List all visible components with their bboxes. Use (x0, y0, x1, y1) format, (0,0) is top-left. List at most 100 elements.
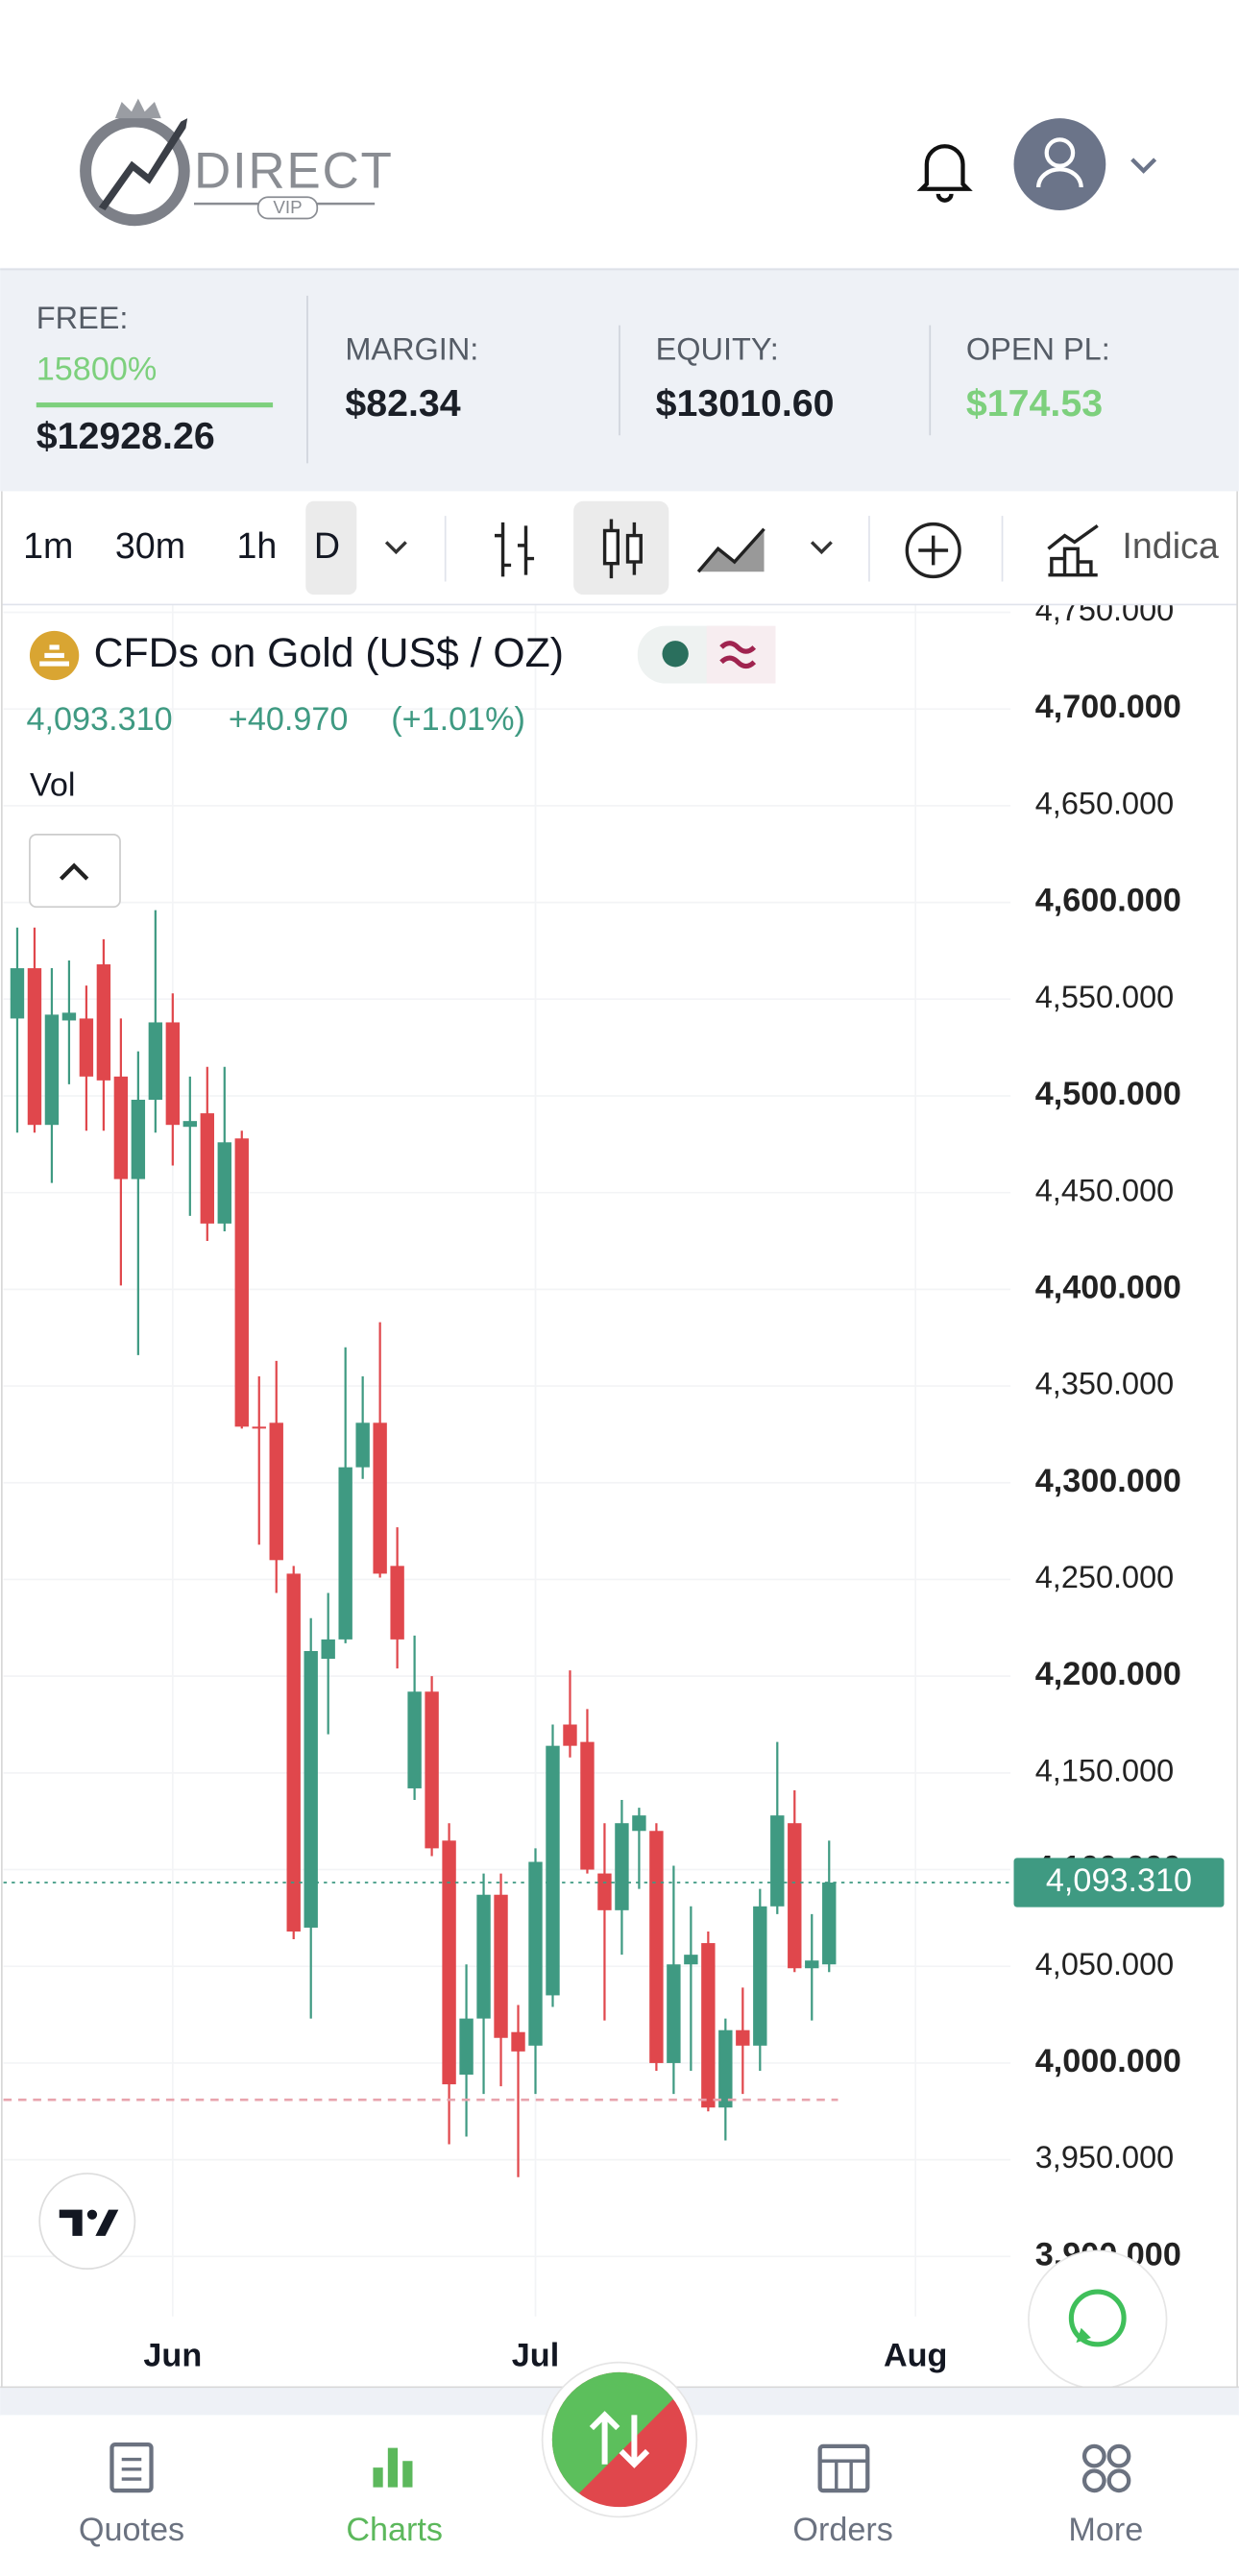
account-dropdown[interactable] (1130, 158, 1157, 174)
candle-body (753, 1906, 767, 2046)
chart-plot: 4,750.0004,700.0004,650.0004,600.0004,55… (3, 593, 1225, 2374)
y-tick-label: 4,350.000 (1035, 1367, 1175, 1401)
candle-body (96, 964, 111, 1081)
candle-body (373, 1422, 387, 1574)
x-tick-label: Jun (143, 2338, 202, 2374)
x-tick-label: Aug (884, 2338, 947, 2374)
logo-arrow (98, 118, 188, 210)
y-tick-label: 4,650.000 (1035, 786, 1175, 820)
candle-body (304, 1650, 318, 1928)
equity-label: EQUITY: (656, 332, 779, 367)
candle-body (148, 1022, 163, 1101)
interval-selected (305, 500, 357, 595)
y-tick-label: 4,500.000 (1035, 1076, 1181, 1112)
free-value: $12928.26 (36, 415, 215, 457)
candle-body (61, 1012, 77, 1021)
indicators-icon[interactable] (1047, 523, 1099, 577)
indicators-label[interactable]: Indica (1122, 525, 1218, 566)
area-icon[interactable] (696, 527, 765, 573)
candle-body (667, 1964, 681, 2063)
candle-body (44, 1014, 60, 1126)
tradingview-dot (86, 2209, 98, 2220)
status-pill-right (706, 625, 776, 684)
candle-body (407, 1691, 422, 1788)
symbol-icon-bars (39, 644, 69, 667)
logo-text: DIRECT (194, 142, 394, 199)
whatsapp-button[interactable] (1028, 2249, 1168, 2390)
candle-body (425, 1691, 439, 1849)
whatsapp-icon-tail (1076, 2327, 1091, 2344)
compare-icon[interactable] (905, 522, 961, 579)
chart-type-dropdown[interactable] (810, 541, 833, 555)
compare-plus (918, 535, 949, 566)
candle-body (615, 1823, 629, 1910)
candle-body (269, 1422, 283, 1561)
candle-body (182, 1121, 198, 1128)
trade-button[interactable] (543, 2366, 707, 2530)
orders-icon-lines (819, 2459, 868, 2491)
candle-body (580, 1741, 595, 1870)
bars-icon[interactable] (495, 522, 535, 577)
interval[interactable]: D (314, 525, 340, 566)
y-tick-label: 4,150.000 (1035, 1753, 1175, 1787)
nav-item[interactable]: More (1068, 2512, 1143, 2548)
candle-body (27, 968, 42, 1126)
interval[interactable]: 1m (23, 525, 73, 566)
y-tick-label: 4,200.000 (1035, 1656, 1181, 1692)
tradingview-mark (59, 2209, 119, 2236)
candle-body (338, 1467, 352, 1640)
nav-item[interactable]: Orders (792, 2512, 892, 2548)
last-price-label: 4,093.310 (1046, 1862, 1192, 1899)
collapse-button[interactable] (29, 834, 121, 909)
tradingview-logo[interactable] (38, 2173, 136, 2270)
equity-value: $13010.60 (656, 382, 835, 425)
candle-body (200, 1113, 214, 1224)
legend-change: +40.970 (229, 701, 349, 738)
candle-body (476, 1894, 491, 2019)
candle-body (234, 1138, 249, 1427)
trade-icon (589, 2411, 650, 2468)
quotes-icon (109, 2442, 154, 2493)
collapse-icon (59, 863, 89, 881)
nav-item[interactable]: Quotes (79, 2512, 184, 2548)
free-bar (36, 402, 274, 408)
symbol-title: CFDs on Gold (US$ / OZ) (94, 630, 564, 676)
avatar-body (1036, 167, 1083, 188)
candle-body (563, 1724, 577, 1746)
delayed-icon (719, 641, 757, 669)
avatar-head (1044, 137, 1076, 168)
candles-icon[interactable] (602, 528, 620, 566)
area-icon-fill (698, 528, 765, 572)
quotes-icon-lines (121, 2457, 142, 2481)
legend-change-percent: (+1.01%) (391, 701, 525, 738)
y-tick-label: 4,050.000 (1035, 1947, 1175, 1981)
y-tick-label: 4,550.000 (1035, 980, 1175, 1014)
logo-ring (80, 115, 190, 227)
charts-icon (373, 2447, 413, 2488)
candle-body (546, 1745, 560, 1996)
candle-body (511, 2031, 525, 2052)
notifications-bell[interactable] (916, 144, 973, 203)
nav-item-active[interactable]: Charts (346, 2512, 443, 2548)
candle-body (701, 1943, 716, 2108)
more-icon (1081, 2443, 1131, 2493)
legend-price: 4,093.310 (27, 701, 173, 738)
interval[interactable]: 1h (236, 525, 277, 566)
last-price-tag (1013, 1858, 1225, 1908)
y-tick-label: 4,000.000 (1035, 2043, 1181, 2079)
candles-selected (573, 500, 669, 595)
open-pl-value: $174.53 (966, 382, 1103, 425)
y-tick-label: 4,700.000 (1035, 689, 1181, 725)
candle-body (718, 2029, 733, 2108)
candle-body (788, 1823, 802, 1969)
interval-dropdown[interactable] (384, 541, 407, 555)
open-pl-label: OPEN PL: (966, 332, 1110, 367)
logo-crown (114, 98, 161, 119)
interval[interactable]: 30m (115, 525, 185, 566)
logo-badge-text: VIP (273, 197, 302, 217)
whatsapp-icon (1068, 2289, 1127, 2347)
margin-value: $82.34 (345, 382, 460, 425)
candle-body (805, 1960, 819, 1969)
candle-body (252, 1426, 266, 1429)
